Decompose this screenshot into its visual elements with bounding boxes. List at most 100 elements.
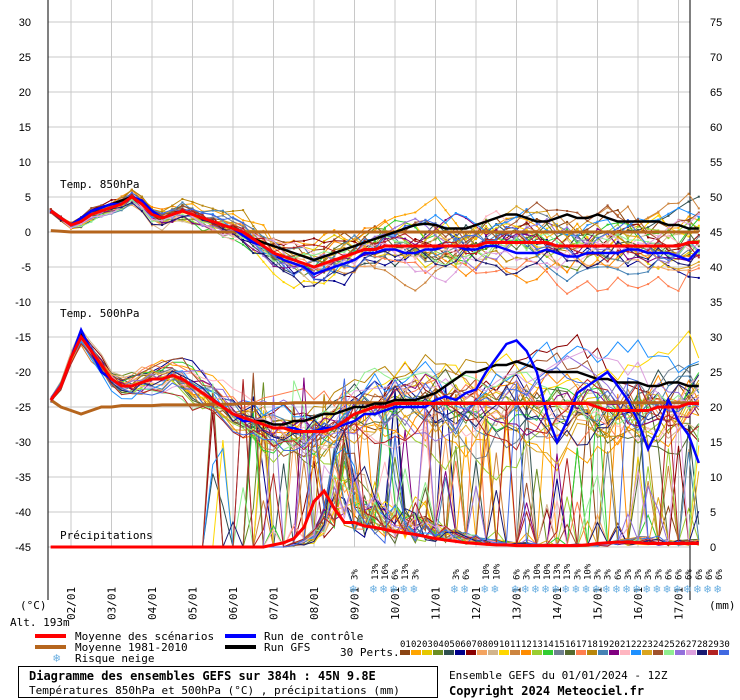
member-point [272, 241, 275, 244]
member-point [545, 223, 548, 226]
member-point [464, 238, 467, 241]
member-point [637, 259, 639, 261]
member-point [545, 256, 548, 258]
member-point [262, 237, 265, 240]
pert-number: 18 [587, 640, 598, 650]
member-point [302, 242, 305, 245]
member-point [272, 249, 275, 252]
member-point [586, 246, 589, 249]
member-point [323, 240, 326, 243]
member-point [394, 264, 396, 267]
right-tick-label: 45 [710, 227, 722, 239]
member-point [242, 225, 245, 228]
right-tick-label: 0 [710, 542, 716, 554]
member-point [657, 267, 660, 270]
member-point [191, 202, 194, 205]
member-point [616, 242, 619, 245]
altitude: Alt. 193m [10, 616, 70, 629]
member-point [657, 210, 660, 213]
member-point [697, 260, 700, 263]
pert-number: 06 [455, 640, 466, 650]
pert-number: 26 [675, 640, 686, 650]
member-point [545, 267, 548, 270]
member-point [424, 221, 427, 224]
snowflake-icon: ❄ [522, 582, 529, 596]
member-point [242, 240, 245, 243]
left-tick-label: -35 [15, 472, 31, 484]
member-point [262, 235, 265, 238]
member-point [464, 234, 467, 237]
member-point [130, 191, 133, 194]
member-point [394, 236, 396, 239]
member-point [677, 250, 680, 253]
member-point [242, 221, 245, 224]
member-point [90, 220, 93, 223]
member-point [576, 252, 579, 255]
member-point [576, 269, 579, 272]
member-point [242, 224, 245, 227]
member-point [232, 212, 234, 215]
member-point [404, 247, 407, 249]
member-point [475, 232, 477, 235]
member-point [434, 238, 437, 241]
pert-swatch [631, 650, 641, 655]
member-point [262, 252, 265, 255]
member-point [545, 236, 548, 239]
member-point [606, 255, 609, 258]
member-point [404, 237, 407, 240]
member-point [505, 221, 508, 224]
member-point [586, 224, 589, 227]
snowflake-icon: ❄ [674, 582, 681, 596]
member-point [130, 188, 133, 191]
right-tick-label: 75 [710, 17, 722, 29]
member-point [292, 272, 295, 275]
member-point [302, 253, 305, 255]
member-point [434, 250, 437, 253]
member-point [424, 253, 427, 256]
member-point [191, 211, 194, 214]
member-point [535, 247, 538, 250]
member-point [525, 228, 528, 231]
member-point [647, 240, 650, 243]
member-point [333, 270, 336, 273]
member-point [566, 238, 569, 241]
member-point [302, 244, 305, 247]
member-point [414, 211, 417, 214]
member-point [545, 227, 548, 230]
snowflake-icon: ❄ [653, 582, 660, 596]
member-point [363, 265, 366, 268]
member-point [687, 219, 690, 222]
member-point [616, 236, 619, 239]
member-point [120, 208, 123, 211]
member-point [647, 226, 650, 229]
snow-risk-pct: 10% [543, 563, 553, 580]
main-series [49, 195, 700, 549]
member-point [687, 222, 690, 225]
member-point [373, 245, 376, 248]
member-point [434, 264, 437, 267]
pert-swatch [653, 650, 663, 655]
member-point [495, 259, 498, 262]
member-point [556, 208, 558, 211]
member-point [232, 217, 234, 220]
member-point [100, 211, 103, 214]
member-point [515, 274, 518, 277]
pert-swatch [466, 650, 476, 655]
member-point [637, 255, 639, 258]
member-point [383, 250, 386, 253]
member-point [475, 242, 477, 244]
member-point [363, 238, 366, 241]
member-point [151, 206, 153, 208]
legend-perts-label: 30 Perts. [340, 646, 400, 659]
member-point [596, 220, 599, 223]
member-point [606, 265, 609, 268]
member-point [525, 237, 528, 240]
pert-swatch [675, 650, 685, 655]
member-point [576, 261, 579, 264]
member-point [181, 204, 184, 207]
member-point [637, 239, 639, 241]
member-point [454, 266, 457, 269]
pert-swatch [609, 650, 619, 655]
member-point [687, 200, 690, 203]
member-point [687, 229, 690, 231]
